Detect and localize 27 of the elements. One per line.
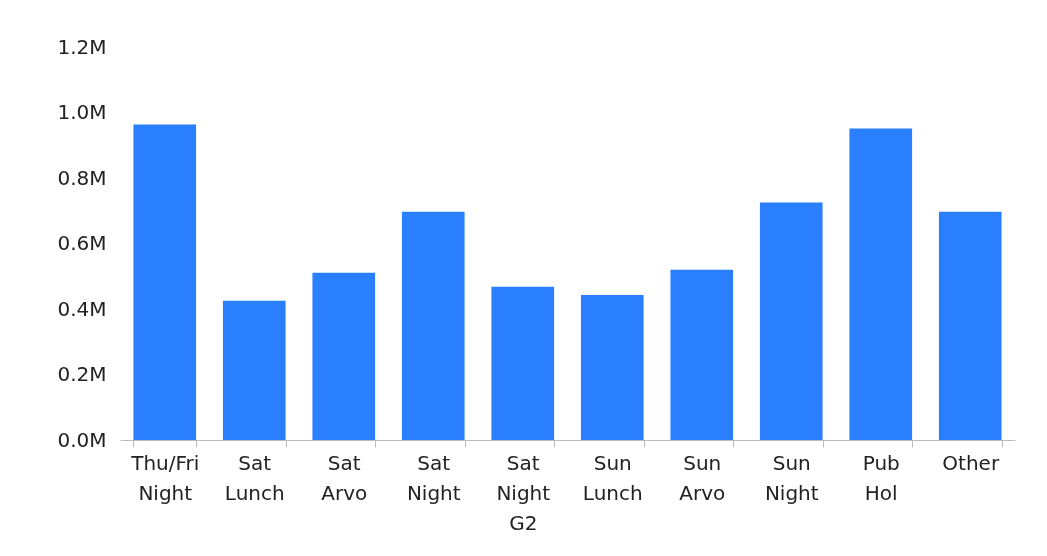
y-tick-label: 0.6M xyxy=(57,231,107,255)
x-tick-label: Sun Arvo xyxy=(679,450,726,505)
bar xyxy=(312,272,376,440)
y-tick-label: 0.4M xyxy=(57,296,107,321)
y-tick-label: 0.0M xyxy=(57,427,107,452)
x-tick-label: Thu/Fri Night xyxy=(130,450,200,505)
x-tick-label: Sat Lunch xyxy=(224,450,285,505)
bar xyxy=(491,286,555,440)
x-tick-label: Sat Night xyxy=(406,450,461,505)
bar xyxy=(580,294,644,440)
bar xyxy=(670,269,734,440)
x-tick-label: Pub Hol xyxy=(862,450,900,505)
x-tick-label: Other xyxy=(942,450,1000,475)
y-tick-label: 1.2M xyxy=(57,34,107,59)
y-tick-label: 0.8M xyxy=(57,165,107,190)
x-tick-label: Sun Lunch xyxy=(582,450,643,505)
bar xyxy=(849,128,913,440)
y-tick-label: 0.2M xyxy=(57,362,107,386)
x-tick-label: Sun Night xyxy=(764,450,819,505)
x-tick-label: Sat Night G2 xyxy=(496,450,551,535)
x-tick-label: Sat Arvo xyxy=(321,450,368,505)
bar xyxy=(222,300,286,440)
bar xyxy=(759,202,823,440)
bar xyxy=(938,211,1002,440)
bar xyxy=(401,211,465,440)
bar xyxy=(133,124,197,440)
y-tick-label: 1.0M xyxy=(57,100,107,124)
